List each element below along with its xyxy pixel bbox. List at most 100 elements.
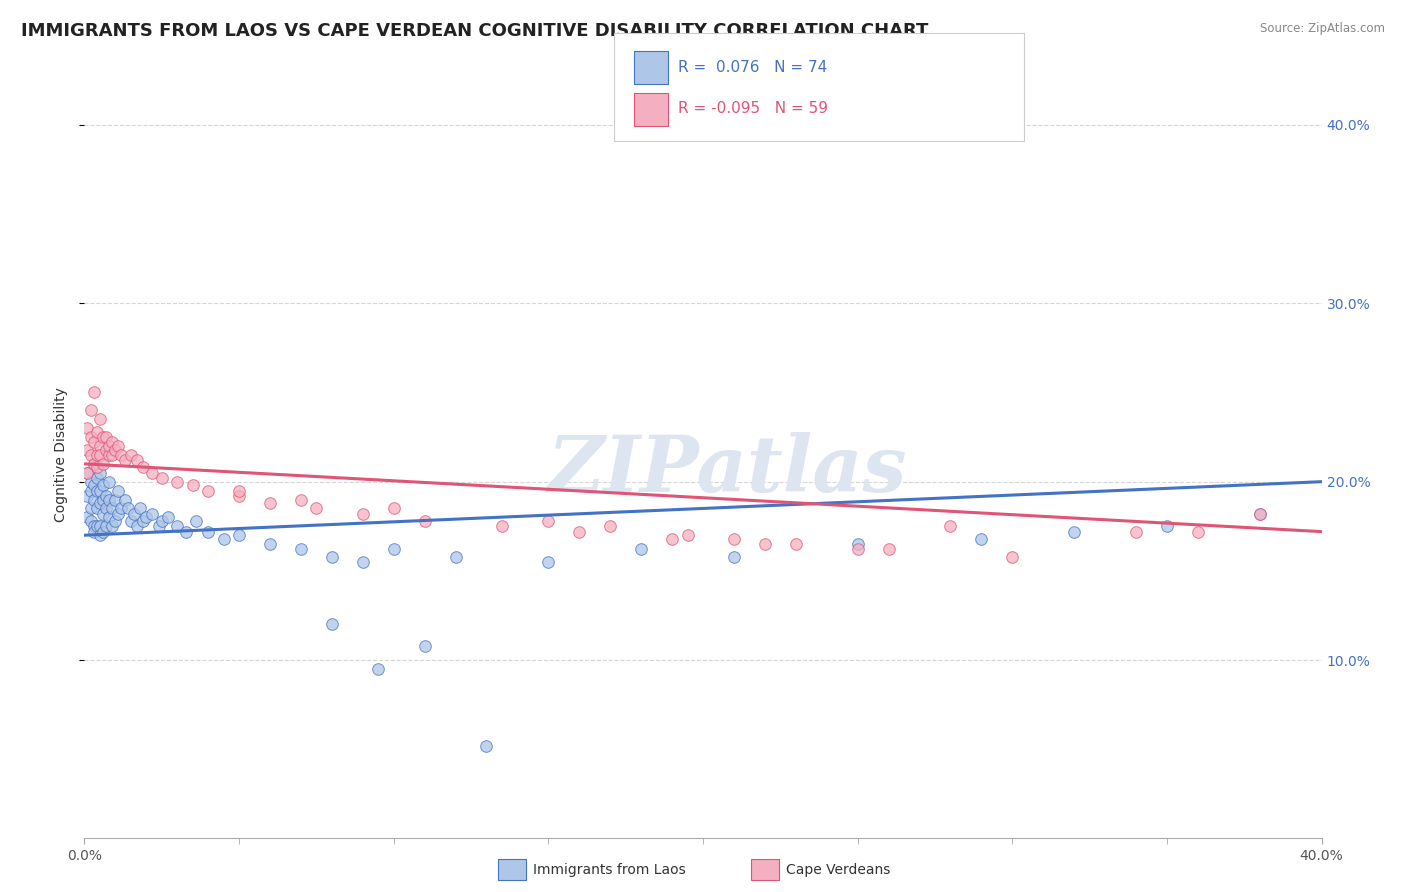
Point: [228, 528, 250, 542]
Point: [76, 510, 98, 524]
Point: [86, 483, 108, 498]
Point: [89, 448, 111, 462]
Point: [1001, 549, 1024, 564]
Point: [83, 524, 105, 539]
Point: [98, 475, 121, 489]
Point: [76, 421, 98, 435]
Point: [176, 524, 198, 539]
Point: [94, 430, 117, 444]
Point: [83, 457, 105, 471]
Point: [568, 524, 591, 539]
Point: [321, 549, 343, 564]
Point: [94, 489, 117, 503]
Point: [94, 442, 117, 457]
Point: [141, 466, 163, 480]
Text: R = -0.095   N = 59: R = -0.095 N = 59: [678, 102, 828, 116]
Point: [228, 483, 250, 498]
Point: [79, 514, 101, 528]
Point: [79, 501, 101, 516]
Point: [83, 435, 105, 450]
Point: [86, 425, 108, 439]
Point: [76, 466, 98, 480]
Point: [114, 453, 136, 467]
Point: [94, 519, 117, 533]
Point: [290, 542, 312, 557]
Point: [98, 492, 121, 507]
Point: [184, 514, 207, 528]
Point: [98, 439, 121, 453]
Point: [148, 519, 170, 533]
Point: [120, 514, 142, 528]
Point: [83, 385, 105, 400]
Point: [86, 471, 108, 485]
Point: [89, 528, 111, 542]
Point: [76, 466, 98, 480]
Point: [382, 542, 405, 557]
Point: [413, 639, 436, 653]
Point: [785, 537, 807, 551]
Point: [129, 501, 152, 516]
Point: [107, 507, 129, 521]
Point: [939, 519, 962, 533]
Point: [475, 739, 498, 753]
Point: [98, 510, 121, 524]
Point: [1125, 524, 1147, 539]
Point: [91, 492, 114, 507]
Point: [79, 430, 101, 444]
Point: [79, 403, 101, 417]
Point: [197, 524, 219, 539]
Point: [83, 492, 105, 507]
Point: [156, 510, 179, 524]
Point: [101, 501, 124, 516]
Point: [125, 453, 148, 467]
Point: [114, 492, 136, 507]
Point: [491, 519, 513, 533]
Point: [91, 457, 114, 471]
Point: [110, 501, 132, 516]
Point: [125, 519, 148, 533]
Point: [290, 492, 312, 507]
Text: ZIPatlas: ZIPatlas: [548, 432, 907, 508]
Point: [132, 460, 155, 475]
Point: [91, 524, 114, 539]
Point: [79, 475, 101, 489]
Point: [101, 519, 124, 533]
Point: [676, 528, 699, 542]
Point: [98, 448, 121, 462]
Point: [413, 514, 436, 528]
Point: [661, 532, 683, 546]
Point: [444, 549, 467, 564]
Point: [1187, 524, 1209, 539]
Point: [1249, 507, 1271, 521]
Point: [846, 542, 869, 557]
Point: [110, 448, 132, 462]
Point: [150, 514, 173, 528]
Point: [104, 442, 127, 457]
Point: [352, 507, 374, 521]
Point: [181, 478, 204, 492]
Point: [1156, 519, 1178, 533]
Text: Source: ZipAtlas.com: Source: ZipAtlas.com: [1260, 22, 1385, 36]
Point: [86, 448, 108, 462]
Point: [166, 519, 188, 533]
Y-axis label: Cognitive Disability: Cognitive Disability: [55, 387, 69, 523]
Point: [259, 496, 281, 510]
Point: [91, 478, 114, 492]
Point: [723, 532, 745, 546]
Point: [150, 471, 173, 485]
Point: [122, 507, 145, 521]
Point: [76, 442, 98, 457]
Point: [132, 514, 155, 528]
Point: [537, 514, 560, 528]
Point: [259, 537, 281, 551]
Point: [166, 475, 188, 489]
Point: [382, 501, 405, 516]
Point: [1249, 507, 1271, 521]
Point: [537, 555, 560, 569]
Point: [367, 662, 389, 676]
Point: [352, 555, 374, 569]
Point: [101, 448, 124, 462]
Point: [89, 466, 111, 480]
Text: Cape Verdeans: Cape Verdeans: [786, 863, 890, 877]
Point: [86, 501, 108, 516]
